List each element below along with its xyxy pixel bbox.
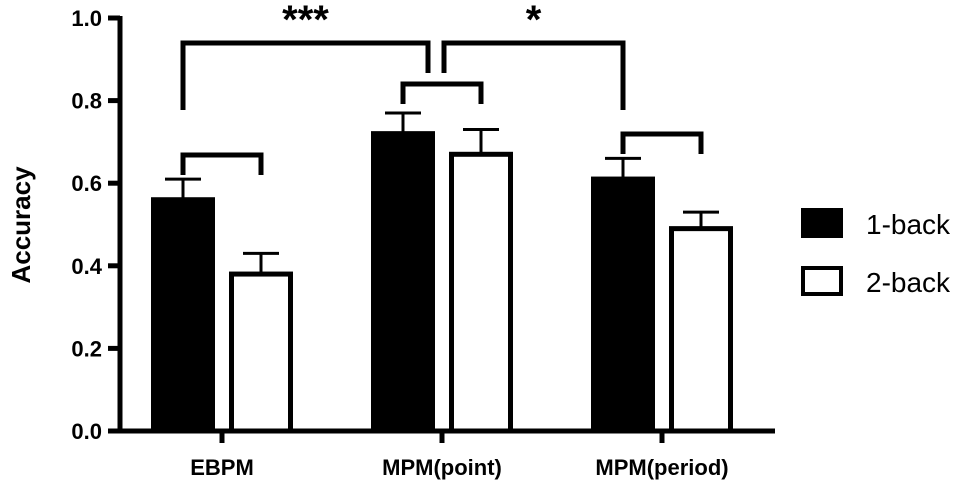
x-tick-label: MPM(period) <box>595 455 728 480</box>
y-tick-label: 1.0 <box>71 6 102 31</box>
y-tick-label: 0.2 <box>71 336 102 361</box>
bracket-ebpm-mpm-point <box>180 40 431 110</box>
bar-2-back-MPM(period) <box>669 226 733 434</box>
y-tick-label: 0.4 <box>71 254 102 279</box>
legend-label: 2-back <box>866 267 951 298</box>
y-ticks: 0.0 0.2 0.4 0.6 0.8 1.0 <box>71 6 120 444</box>
x-tick-label: EBPM <box>190 455 254 480</box>
y-tick-label: 0.0 <box>71 419 102 444</box>
bars <box>151 131 733 434</box>
x-tick-label: MPM(point) <box>382 455 502 480</box>
significance-brackets: *** * <box>180 0 704 175</box>
x-labels: EBPM MPM(point) MPM(period) <box>190 455 728 480</box>
legend-swatch-1-back <box>801 208 843 238</box>
bar-2-back-EBPM <box>229 271 293 434</box>
significance-label: *** <box>282 0 329 42</box>
error-bars <box>165 111 719 275</box>
y-axis-label: Accuracy <box>6 166 36 284</box>
legend: 1-back 2-back <box>801 208 951 298</box>
bar-1-back-MPM(period) <box>591 176 655 434</box>
y-tick-label: 0.8 <box>71 89 102 114</box>
bracket-mpm-point-mpm-period <box>441 40 626 110</box>
bar-1-back-EBPM <box>151 197 215 434</box>
within-group-bracket <box>400 81 484 104</box>
axes <box>117 16 775 443</box>
bar-2-back-MPM(point) <box>449 151 513 434</box>
legend-swatch-2-back <box>801 266 843 296</box>
within-group-bracket <box>180 152 264 175</box>
legend-label: 1-back <box>866 209 951 240</box>
significance-label: * <box>526 0 542 42</box>
bar-1-back-MPM(point) <box>371 131 435 434</box>
y-tick-label: 0.6 <box>71 171 102 196</box>
within-group-bracket <box>620 131 704 154</box>
